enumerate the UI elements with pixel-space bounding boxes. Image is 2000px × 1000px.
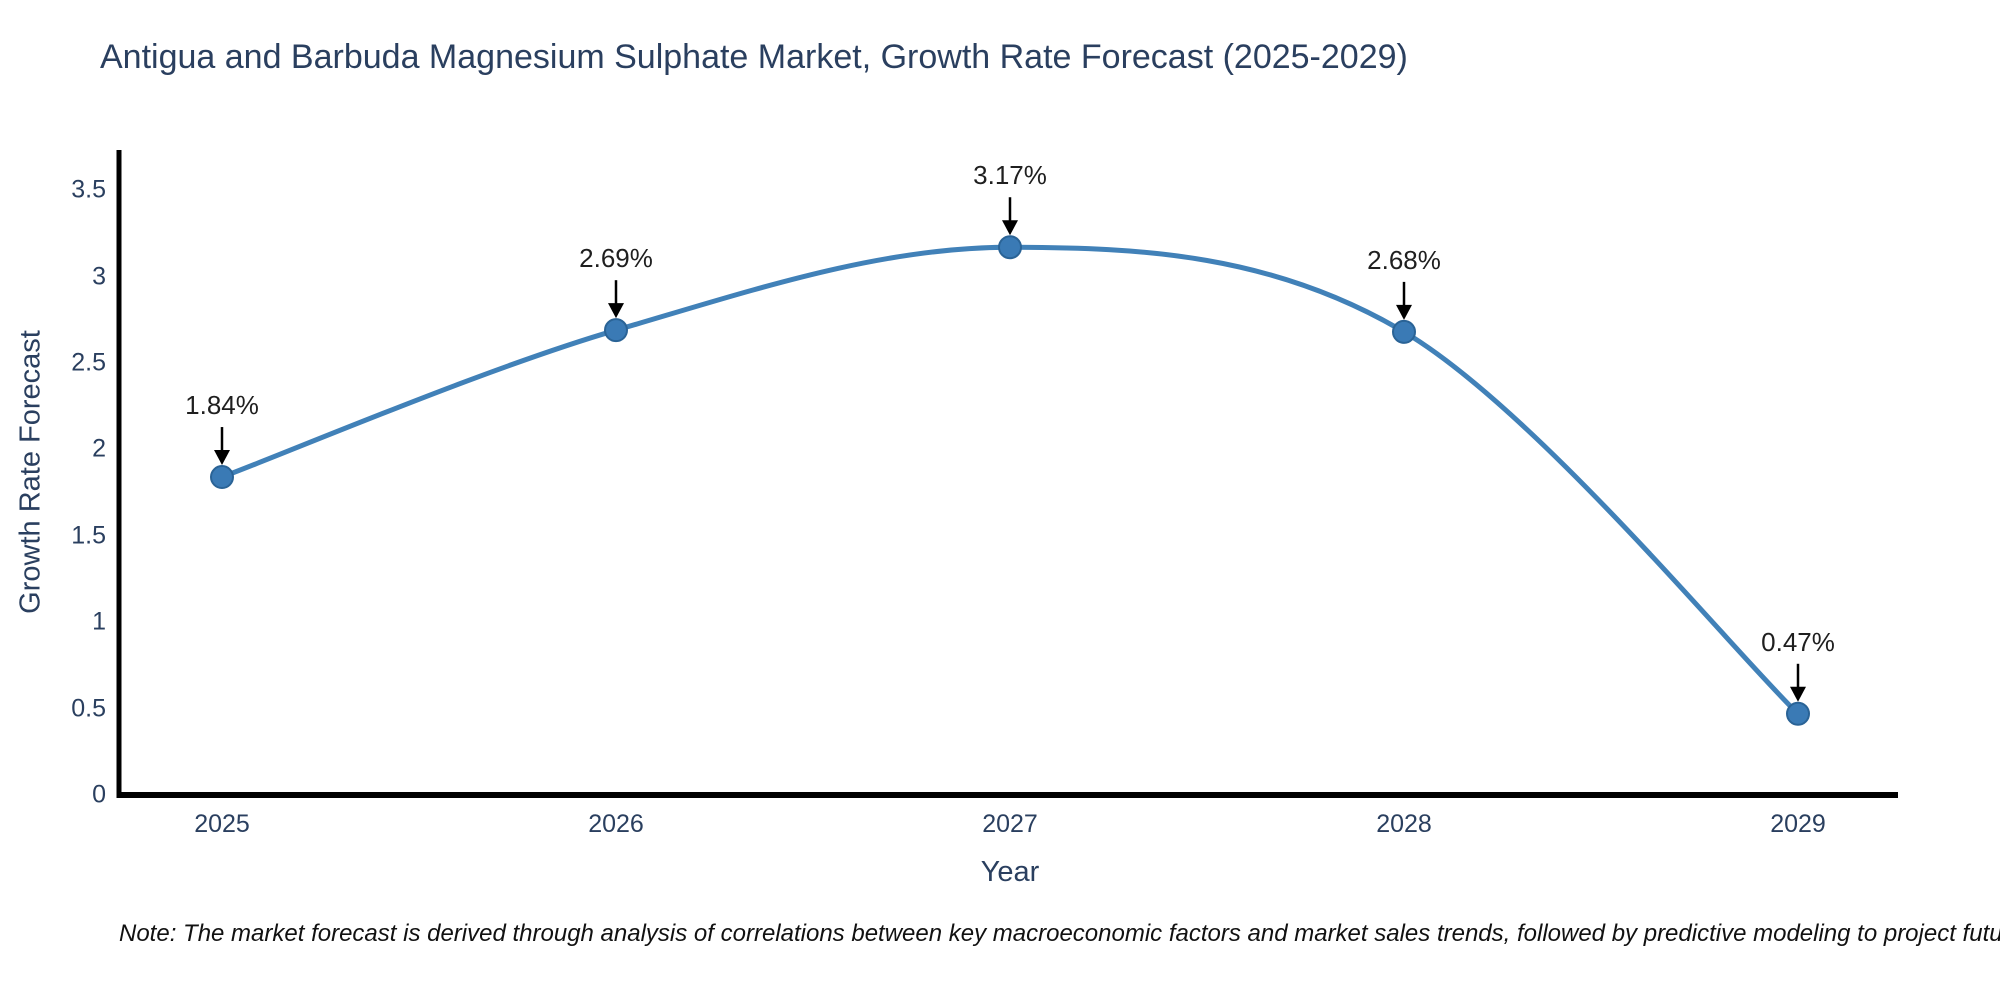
- footnote: Note: The market forecast is derived thr…: [119, 920, 2000, 947]
- y-tick-label: 0.5: [71, 694, 106, 723]
- x-tick-label: 2025: [194, 810, 250, 838]
- data-point-marker: [210, 465, 234, 490]
- data-point-marker: [1786, 701, 1810, 726]
- data-point-marker: [1392, 319, 1416, 344]
- data-point-value-label: 1.84%: [185, 390, 259, 421]
- y-axis-title: Growth Rate Forecast: [14, 330, 47, 614]
- annotation-arrow-head: [1002, 220, 1018, 236]
- x-axis-title: Year: [980, 856, 1040, 888]
- data-point-value-label: 2.69%: [579, 243, 653, 274]
- x-tick-label: 2029: [1770, 810, 1826, 838]
- annotation-arrow-head: [1396, 304, 1412, 320]
- y-tick-label: 2.5: [71, 348, 106, 377]
- annotation-arrow-head: [214, 450, 230, 466]
- annotation-arrow-head: [1790, 686, 1806, 702]
- data-point-marker: [604, 318, 628, 343]
- y-tick-label: 3: [92, 262, 106, 291]
- y-tick-label: 0: [92, 780, 106, 809]
- chart-title: Antigua and Barbuda Magnesium Sulphate M…: [100, 38, 1408, 76]
- y-tick-label: 3.5: [71, 175, 106, 204]
- x-tick-label: 2027: [982, 810, 1038, 838]
- data-point-marker: [998, 235, 1022, 260]
- data-point-value-label: 0.47%: [1761, 626, 1835, 657]
- y-tick-label: 1.5: [71, 521, 106, 550]
- y-tick-label: 2: [92, 434, 106, 463]
- y-tick-label: 1: [92, 607, 106, 636]
- data-point-value-label: 2.68%: [1367, 244, 1441, 275]
- x-tick-label: 2026: [588, 810, 644, 838]
- data-point-value-label: 3.17%: [973, 160, 1047, 191]
- annotation-arrow-head: [608, 303, 624, 319]
- x-tick-label: 2028: [1376, 810, 1432, 838]
- series-line: [219, 244, 1801, 717]
